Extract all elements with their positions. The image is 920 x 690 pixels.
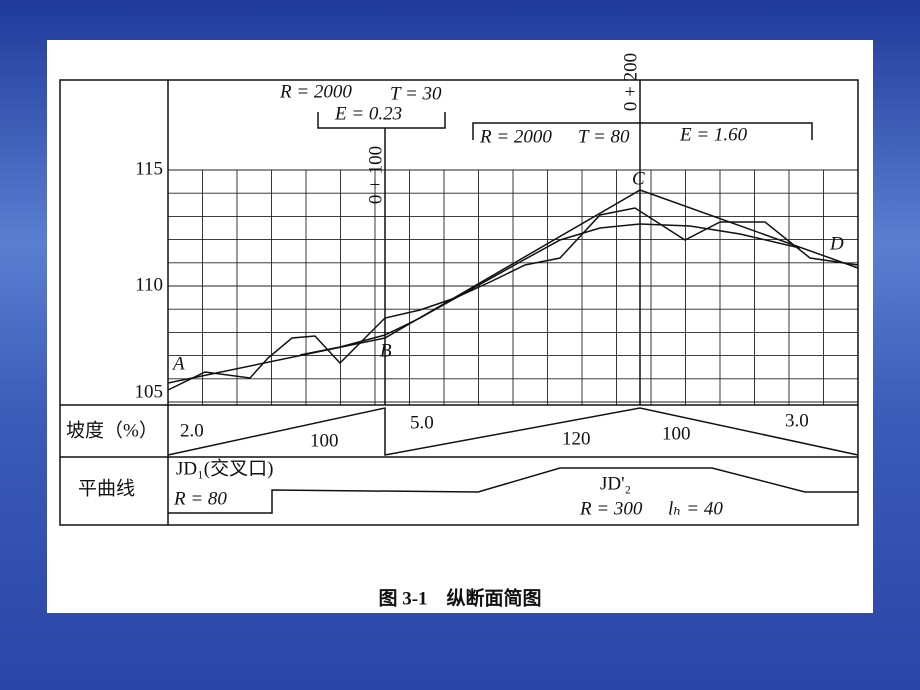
length: 100 [662,423,691,444]
caption: 图 3-1 纵断面简图 [378,586,541,609]
label: JD₁(交叉口) [176,457,273,479]
label: E = 0.23 [334,103,402,124]
bracket [317,112,446,129]
slope: 2.0 [180,420,204,441]
curve-line [168,467,858,514]
label: E = 1.60 [679,124,748,145]
row-label: 平曲线 [78,477,135,499]
frame [59,79,859,526]
bracket [472,122,813,140]
label: R = 2000 [479,126,552,147]
elevation: 115 [135,158,163,179]
slope-line [167,407,859,456]
slope: 3.0 [785,410,809,431]
length: 100 [310,430,339,451]
label: lₕ = 40 [668,498,723,519]
design-line [167,189,859,384]
length: 120 [562,428,591,449]
label: R = 2000 [279,81,352,102]
point: C [632,168,645,189]
elevation: 105 [135,381,164,402]
row-label: 坡度（%） [66,419,158,441]
label: T = 30 [390,83,442,104]
grid [167,169,859,405]
label: R = 80 [173,488,227,509]
point: A [171,353,185,374]
slope: 5.0 [410,412,434,433]
station: 0 + 100 [365,146,386,204]
panel [47,40,873,613]
label: JD'₂ [600,473,631,494]
point: D [829,233,844,254]
station: 0 + 200 [620,53,641,111]
point: B [380,340,392,361]
vertical-curve [299,223,801,356]
elevation: 110 [135,274,163,295]
label: R = 300 [579,498,643,519]
label: T = 80 [578,126,630,147]
